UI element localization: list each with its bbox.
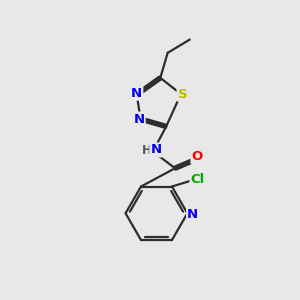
Text: O: O	[191, 150, 203, 163]
Text: N: N	[131, 87, 142, 100]
Text: N: N	[187, 208, 198, 221]
Text: H: H	[142, 144, 152, 157]
Text: N: N	[150, 143, 161, 157]
Text: N: N	[134, 112, 145, 126]
Text: S: S	[178, 88, 187, 100]
Text: Cl: Cl	[190, 173, 205, 186]
